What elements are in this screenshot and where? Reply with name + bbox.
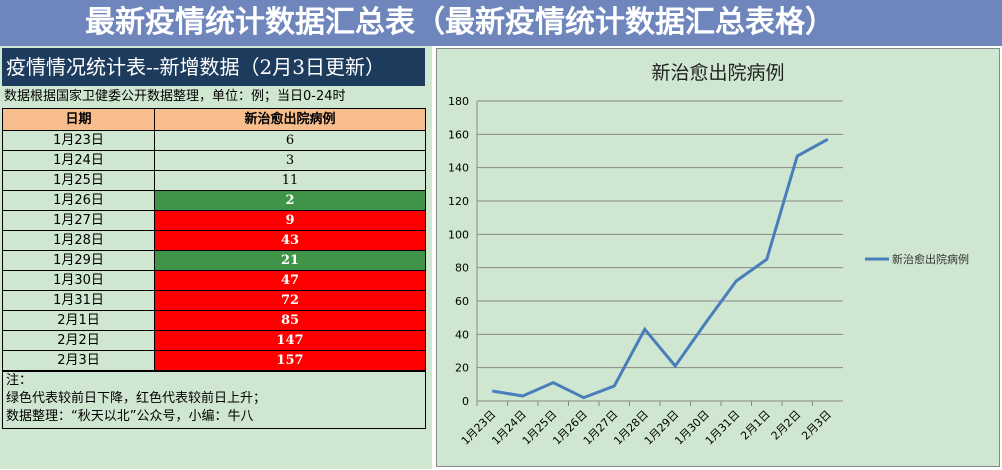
y-tick-label: 120 — [448, 195, 469, 208]
y-tick-label: 20 — [455, 362, 469, 375]
value-cell[interactable]: 2 — [155, 191, 426, 211]
date-cell[interactable]: 1月29日 — [3, 251, 155, 271]
date-cell[interactable]: 2月2日 — [3, 331, 155, 351]
value-cell[interactable]: 9 — [155, 211, 426, 231]
value-cell[interactable]: 6 — [155, 131, 426, 151]
value-cell[interactable]: 72 — [155, 291, 426, 311]
footer-line: 绿色代表较前日下降，红色代表较前日上升； — [6, 390, 425, 408]
value-cell[interactable]: 43 — [155, 231, 426, 251]
value-cell[interactable]: 21 — [155, 251, 426, 271]
date-cell[interactable]: 1月23日 — [3, 131, 155, 151]
chart-svg: 新治愈出院病例0204060801001201401601801月23日1月24… — [437, 49, 999, 466]
y-tick-label: 140 — [448, 162, 469, 175]
footer-line: 注： — [6, 372, 425, 390]
value-cell[interactable]: 3 — [155, 151, 426, 171]
y-tick-label: 40 — [455, 328, 469, 341]
value-cell[interactable]: 85 — [155, 311, 426, 331]
x-tick-label: 2月1日 — [738, 408, 773, 443]
date-cell[interactable]: 1月24日 — [3, 151, 155, 171]
date-cell[interactable]: 1月31日 — [3, 291, 155, 311]
footer-line: 数据整理：“秋天以北”公众号，小编：牛八 — [6, 408, 425, 426]
y-tick-label: 180 — [448, 95, 469, 108]
date-cell[interactable]: 2月1日 — [3, 311, 155, 331]
date-cell[interactable]: 1月30日 — [3, 271, 155, 291]
date-cell[interactable]: 2月3日 — [3, 351, 155, 371]
value-cell[interactable]: 147 — [155, 331, 426, 351]
overlay-banner: 最新疫情统计数据汇总表（最新疫情统计数据汇总表格） — [0, 0, 1002, 46]
y-tick-label: 80 — [455, 262, 469, 275]
series-line — [492, 139, 828, 397]
value-cell[interactable]: 11 — [155, 171, 426, 191]
value-cell[interactable]: 47 — [155, 271, 426, 291]
x-tick-label: 2月3日 — [799, 408, 834, 443]
legend-label: 新治愈出院病例 — [892, 252, 969, 266]
y-tick-label: 60 — [455, 295, 469, 308]
value-cell[interactable]: 157 — [155, 351, 426, 371]
header-date[interactable]: 日期 — [3, 109, 155, 131]
x-tick-label: 1月31日 — [703, 408, 743, 448]
date-cell[interactable]: 1月25日 — [3, 171, 155, 191]
header-recovered[interactable]: 新治愈出院病例 — [155, 109, 426, 131]
spreadsheet: 疫情情况统计表--新增数据（2月3日更新） 数据根据国家卫健委公开数据整理，单位… — [0, 46, 432, 469]
chart-title: 新治愈出院病例 — [651, 62, 784, 84]
sheet-note: 数据根据国家卫健委公开数据整理，单位：例；当日0-24时 — [4, 86, 346, 108]
date-cell[interactable]: 1月27日 — [3, 211, 155, 231]
y-tick-label: 160 — [448, 128, 469, 141]
date-cell[interactable]: 1月28日 — [3, 231, 155, 251]
x-tick-label: 2月2日 — [769, 408, 804, 443]
date-cell[interactable]: 1月26日 — [3, 191, 155, 211]
footer-notes: 注： 绿色代表较前日下降，红色代表较前日上升； 数据整理：“秋天以北”公众号，小… — [2, 371, 426, 429]
y-tick-label: 100 — [448, 228, 469, 241]
sheet-title: 疫情情况统计表--新增数据（2月3日更新） — [2, 48, 425, 86]
y-tick-label: 0 — [462, 395, 469, 408]
